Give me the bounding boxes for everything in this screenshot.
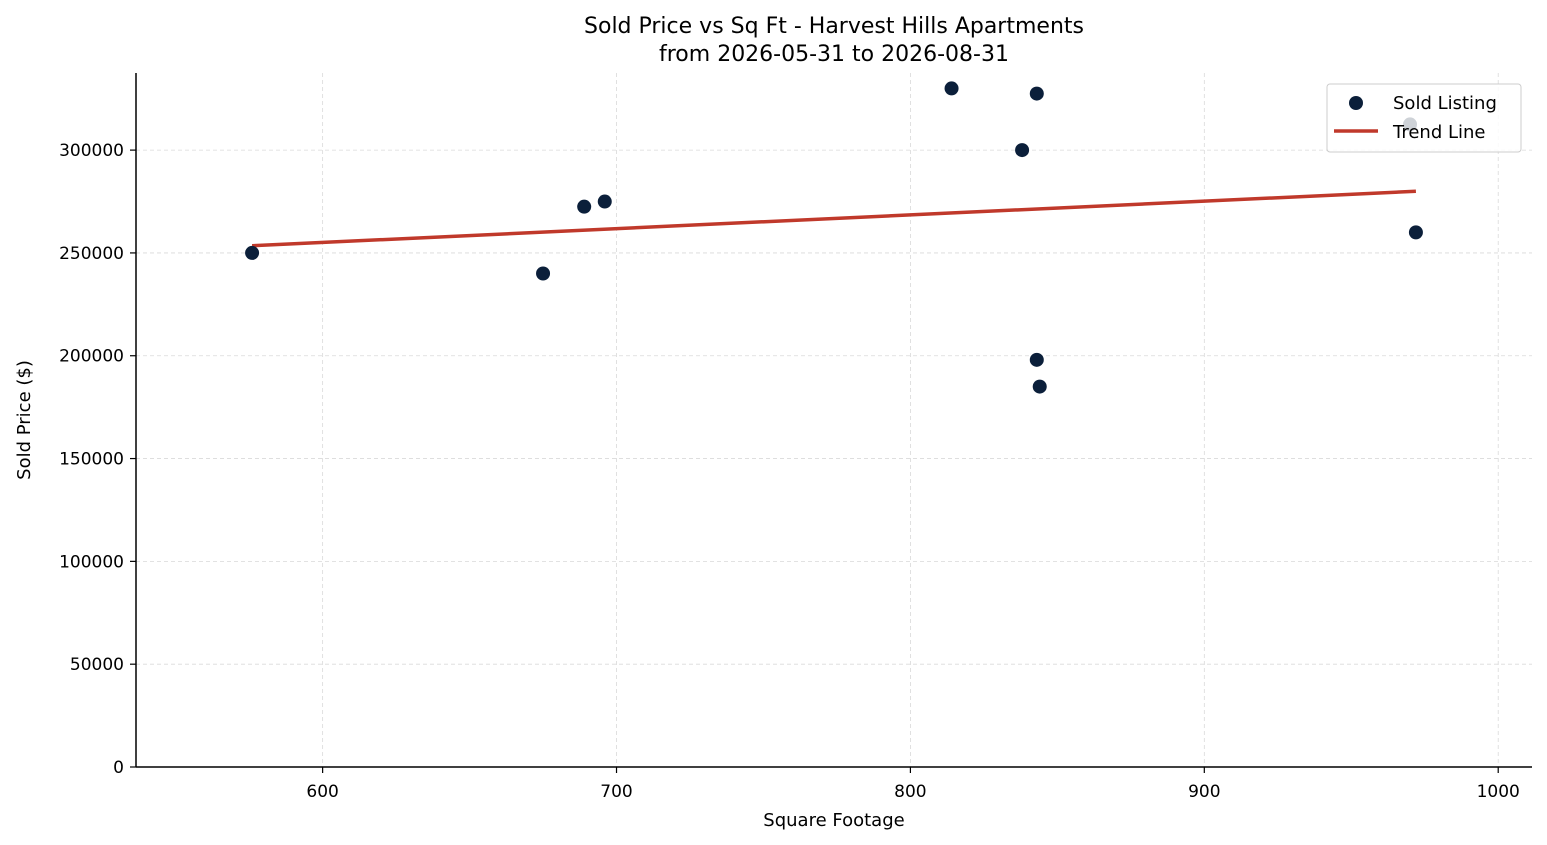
legend-label-trend-line: Trend Line	[1392, 122, 1486, 143]
data-point	[597, 194, 612, 209]
data-point	[944, 81, 959, 96]
y-tick-label: 0	[113, 758, 124, 778]
y-axis-label: Sold Price ($)	[14, 360, 35, 480]
y-tick-label: 250000	[59, 244, 124, 264]
x-tick-label: 700	[600, 782, 632, 802]
x-tick-label: 1000	[1477, 782, 1520, 802]
data-point	[1032, 379, 1047, 394]
data-point	[245, 245, 260, 260]
data-point	[577, 199, 592, 214]
y-tick-label: 50000	[70, 655, 124, 675]
x-tick-label: 900	[1188, 782, 1220, 802]
data-point	[1029, 86, 1044, 101]
grid	[136, 73, 1532, 768]
legend-box	[1326, 83, 1522, 153]
x-tick-label: 600	[306, 782, 338, 802]
y-tick-label: 100000	[59, 552, 124, 572]
chart-title: Sold Price vs Sq Ft - Harvest Hills Apar…	[584, 14, 1084, 39]
legend-label-sold-listing: Sold Listing	[1393, 93, 1497, 114]
y-tick-label: 200000	[59, 347, 124, 367]
y-axis-ticks: 0 50000 100000 150000 200000 250000 300000	[59, 141, 136, 778]
x-axis-ticks: 600 700 800 900 1000	[306, 767, 1520, 802]
x-axis-label: Square Footage	[763, 810, 904, 831]
trend-line-layer	[252, 189, 1416, 248]
legend-marker-sold-listing	[1349, 96, 1363, 110]
x-tick-label: 800	[894, 782, 926, 802]
data-point	[536, 266, 551, 281]
legend: Sold Listing Trend Line	[1326, 83, 1522, 153]
data-point	[1408, 225, 1423, 240]
y-tick-label: 300000	[59, 141, 124, 161]
chart-subtitle: from 2026-05-31 to 2026-08-31	[659, 42, 1009, 67]
trend-line	[252, 189, 1416, 248]
data-point	[1015, 143, 1030, 158]
y-tick-label: 150000	[59, 450, 124, 470]
data-point	[1029, 352, 1044, 367]
